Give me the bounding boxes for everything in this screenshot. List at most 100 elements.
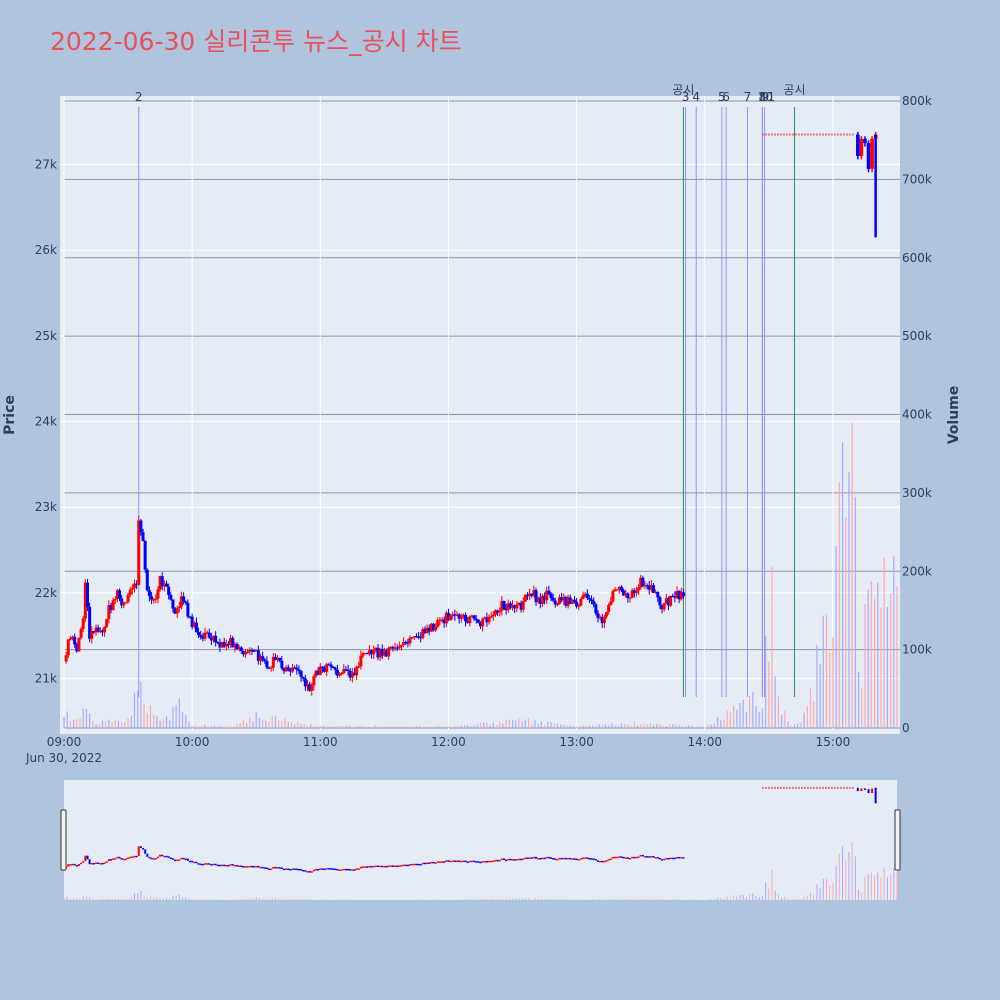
volume-bar: [556, 723, 558, 728]
candle-body: [109, 605, 113, 611]
slider-candle: [475, 861, 478, 863]
slider-candle: [334, 868, 337, 871]
slider-candle: [526, 857, 529, 860]
candle-body: [671, 595, 675, 598]
time-tick-label: 10:00: [175, 735, 210, 749]
candle-body: [132, 583, 136, 588]
candle-body: [118, 590, 122, 599]
volume-bar: [627, 723, 629, 728]
volume-bar: [140, 681, 142, 728]
candle-body: [293, 667, 297, 669]
candle-body: [327, 664, 331, 666]
slider-volume-bar: [127, 898, 129, 900]
candle-body: [592, 601, 596, 605]
slider-candle: [456, 860, 459, 862]
slider-volume-bar: [784, 896, 786, 900]
volume-bar: [652, 724, 655, 728]
slider-candle: [477, 861, 480, 863]
slider-volume-bar: [745, 896, 747, 900]
candle-body: [363, 653, 367, 655]
volume-bar: [553, 723, 555, 728]
candle-body: [273, 656, 277, 661]
time-tick-label: 15:00: [816, 735, 851, 749]
volume-axis-title: Volume: [946, 386, 962, 445]
slider-candle: [236, 864, 239, 867]
slider-candle: [349, 869, 352, 871]
slider-candle: [71, 863, 74, 866]
volume-bar: [640, 723, 642, 728]
slider-candle: [656, 857, 659, 859]
slider-volume-bar: [204, 899, 206, 900]
candle-body: [83, 582, 87, 619]
candle-body: [506, 603, 510, 611]
slider-candle: [485, 860, 488, 863]
candle-body: [521, 601, 525, 610]
volume-bar: [643, 723, 645, 728]
slider-candle: [671, 857, 674, 860]
slider-volume-bar: [505, 898, 507, 900]
slider-volume-bar: [726, 896, 728, 900]
slider-volume-bar: [729, 897, 731, 900]
volume-bar: [707, 724, 709, 728]
candle-body: [92, 631, 96, 633]
volume-bar: [656, 723, 658, 728]
range-slider-right-handle[interactable]: [894, 809, 901, 871]
volume-bar: [435, 726, 437, 728]
slider-candle: [257, 865, 260, 868]
slider-candle: [404, 864, 407, 867]
volume-bar: [486, 722, 488, 728]
candle-body: [261, 656, 265, 660]
volume-bar: [598, 724, 600, 728]
price-tick-label: 25k: [35, 329, 57, 343]
time-tick-label: 12:00: [431, 735, 466, 749]
slider-volume-bar: [101, 898, 103, 900]
slider-candle: [206, 863, 209, 865]
slider-candle: [616, 856, 619, 859]
slider-candle: [428, 862, 431, 865]
volume-bar: [297, 722, 299, 728]
candle-body: [143, 540, 147, 570]
candle-body: [617, 586, 621, 590]
slider-candle: [240, 865, 243, 868]
slider-volume-bar: [733, 895, 735, 900]
candle-body: [461, 614, 465, 617]
candle-body: [192, 622, 196, 627]
slider-candle: [682, 857, 685, 859]
slider-volume-bar: [845, 860, 847, 900]
candle-body: [75, 644, 79, 652]
candle-body: [504, 608, 508, 611]
volume-bar: [569, 725, 571, 728]
candle-body: [107, 605, 111, 620]
candle-body: [404, 641, 408, 644]
slider-candle: [325, 868, 328, 870]
candle-body: [679, 592, 683, 600]
volume-bar: [303, 723, 305, 728]
slider-candle: [368, 865, 371, 868]
news-marker-label: 5: [718, 90, 726, 104]
slider-volume-bar: [85, 896, 87, 900]
slider-candle: [601, 860, 604, 863]
range-slider[interactable]: [60, 780, 901, 900]
slider-volume-bar: [601, 899, 603, 900]
slider-volume-bar: [150, 895, 152, 900]
grid-layer: [60, 96, 900, 730]
volume-bar: [463, 725, 466, 728]
candle-body: [487, 616, 491, 623]
volume-bar: [194, 724, 196, 728]
slider-candle: [197, 863, 200, 865]
candle-body: [491, 614, 495, 617]
slider-candle: [221, 864, 224, 867]
candle-body: [577, 605, 581, 607]
slider-candle: [488, 860, 491, 863]
slider-volume-bar: [483, 898, 485, 900]
slider-volume-bar: [819, 887, 821, 900]
slider-candle: [178, 859, 181, 861]
volume-bar: [117, 720, 120, 728]
slider-volume-bar: [239, 899, 241, 900]
slider-candle: [552, 858, 555, 860]
volume-bar: [124, 721, 126, 728]
range-slider-left-handle[interactable]: [60, 809, 67, 871]
volume-bar: [681, 725, 683, 728]
slider-volume-bar: [870, 872, 872, 900]
